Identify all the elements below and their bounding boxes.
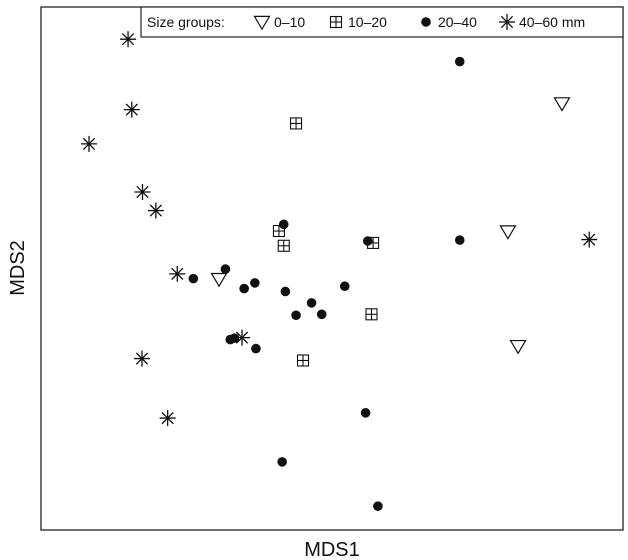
point-circle-filled-8	[250, 278, 260, 288]
point-square-plus-5	[365, 308, 378, 321]
point-circle-filled-16	[251, 343, 261, 354]
point-asterisk-2	[123, 101, 140, 118]
point-asterisk-4	[134, 183, 151, 200]
point-circle-filled-7	[239, 283, 249, 294]
legend-title: Size groups:	[147, 14, 225, 30]
point-circle-filled-17	[360, 408, 371, 418]
data-points	[81, 31, 598, 511]
point-circle-filled-10	[306, 298, 317, 308]
x-axis-label: MDS1	[304, 539, 360, 560]
legend-marker-2	[329, 15, 343, 29]
point-circle-filled-2	[278, 219, 289, 230]
point-circle-filled-4	[454, 235, 465, 245]
legend-box	[140, 6, 624, 38]
point-triangle-down-open-2	[499, 225, 517, 240]
point-square-plus-1	[289, 117, 303, 130]
point-circle-filled-9	[280, 286, 291, 297]
point-circle-filled-11	[339, 281, 350, 292]
point-circle-filled-18	[277, 457, 287, 467]
point-circle-filled-19	[373, 501, 383, 511]
point-triangle-down-open-1	[553, 97, 571, 112]
point-circle-filled-6	[220, 264, 231, 274]
point-triangle-down-open-4	[509, 339, 527, 355]
point-asterisk-9	[159, 410, 176, 427]
legend-label-4: 40–60 mm	[519, 14, 585, 30]
point-circle-filled-13	[316, 309, 327, 320]
legend-marker-1	[253, 15, 271, 31]
point-circle-filled-12	[291, 310, 301, 321]
y-axis-label: MDS2	[7, 240, 29, 296]
legend-label-1: 0–10	[274, 14, 305, 30]
point-triangle-down-open-3	[210, 272, 228, 288]
point-asterisk-7	[234, 329, 251, 346]
point-square-plus-2	[272, 224, 285, 238]
point-square-plus-3	[277, 239, 290, 252]
legend: Size groups: 0–10 10–20 20–40 40–60 mm	[140, 6, 624, 38]
point-asterisk-3	[81, 135, 98, 152]
point-square-plus-6	[296, 354, 310, 367]
point-asterisk-8	[133, 350, 150, 367]
point-asterisk-6	[169, 265, 186, 282]
point-asterisk-5	[147, 202, 164, 219]
point-circle-filled-5	[188, 273, 199, 284]
point-asterisk-1	[120, 31, 137, 48]
legend-label-2: 10–20	[348, 14, 387, 30]
plot-frame	[40, 6, 624, 531]
point-asterisk-10	[581, 231, 598, 248]
legend-label-3: 20–40	[438, 14, 477, 30]
legend-marker-4	[499, 14, 515, 30]
point-circle-filled-3	[362, 236, 373, 246]
point-circle-filled-1	[454, 56, 465, 67]
legend-marker-3	[421, 17, 431, 27]
